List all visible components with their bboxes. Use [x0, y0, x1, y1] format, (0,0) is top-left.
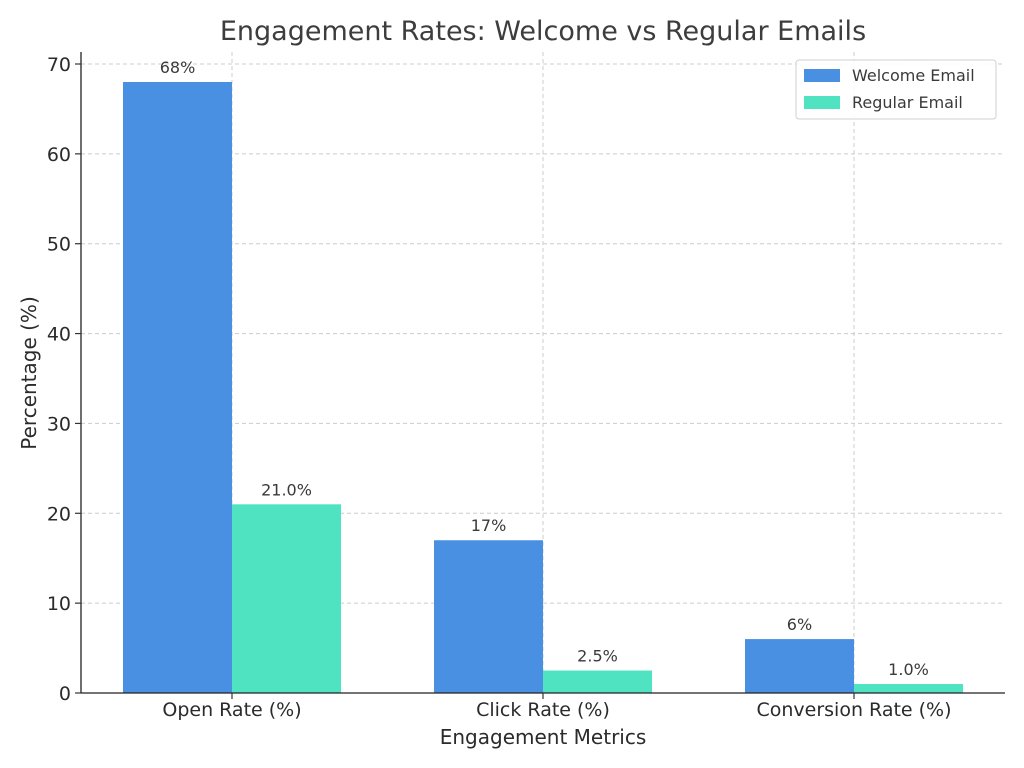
y-tick-label: 0 [59, 683, 71, 705]
bar-data-label: 21.0% [261, 480, 312, 499]
x-tick-label: Open Rate (%) [162, 699, 301, 721]
bar-data-label: 1.0% [888, 660, 929, 679]
legend: Welcome Email Regular Email [795, 59, 997, 120]
bar-data-label: 2.5% [577, 647, 618, 666]
x-ticks: Open Rate (%) Click Rate (%) Conversion Ra… [162, 693, 952, 721]
x-tick-label: Click Rate (%) [476, 699, 610, 721]
y-tick-label: 50 [47, 234, 71, 256]
legend-box [795, 59, 997, 120]
bar-welcome-0 [123, 81, 232, 693]
x-axis-label: Engagement Metrics [440, 725, 647, 749]
y-tick-label: 30 [47, 413, 71, 435]
chart-title: Engagement Rates: Welcome vs Regular Ema… [220, 16, 866, 47]
bar-labels: 68% 17% 6% 21.0% 2.5% 1.0% [160, 58, 929, 679]
y-ticks: 0 10 20 30 40 50 60 70 [47, 54, 81, 705]
y-tick-label: 20 [47, 503, 71, 525]
legend-swatch-welcome [804, 69, 840, 82]
x-tick-label: Conversion Rate (%) [756, 699, 951, 721]
legend-label-regular: Regular Email [852, 93, 963, 112]
bar-welcome-2 [745, 639, 854, 693]
y-tick-label: 10 [47, 593, 71, 615]
bar-data-label: 6% [787, 615, 812, 634]
y-tick-label: 40 [47, 324, 71, 346]
y-tick-label: 70 [47, 54, 71, 76]
legend-swatch-regular [804, 96, 840, 109]
legend-label-welcome: Welcome Email [852, 66, 975, 85]
y-tick-label: 60 [47, 144, 71, 166]
bar-data-label: 17% [471, 516, 507, 535]
bar-regular-0 [232, 504, 341, 693]
bar-welcome-1 [434, 540, 543, 693]
bar-regular-1 [543, 670, 652, 693]
bars [123, 81, 963, 693]
y-axis-label: Percentage (%) [17, 296, 41, 449]
bar-data-label: 68% [160, 58, 196, 77]
bar-regular-2 [854, 684, 963, 693]
